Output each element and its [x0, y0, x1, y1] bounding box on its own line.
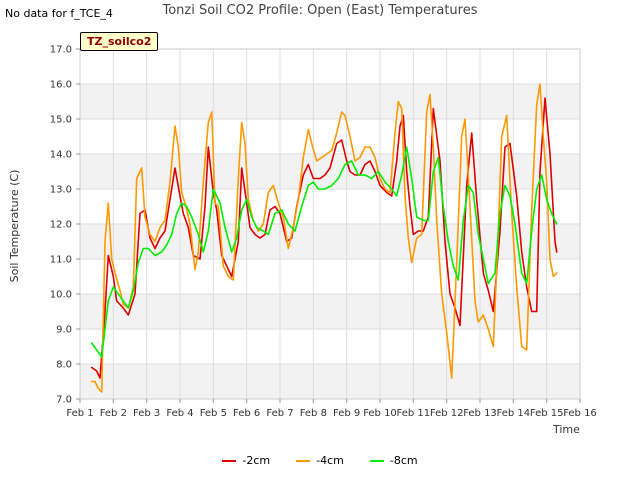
legend-label-4cm: -4cm: [316, 454, 344, 467]
y-tick-label: 15.0: [50, 115, 72, 126]
y-tick-label: 7.0: [56, 395, 72, 406]
x-axis-label: Time: [553, 423, 580, 436]
x-tick-label: Feb 2: [100, 408, 127, 419]
y-axis-label: Soil Temperature (C): [8, 169, 21, 283]
plot-background-bands: [80, 84, 580, 399]
background-band: [80, 84, 580, 119]
y-tick-label: 11.0: [50, 255, 72, 266]
x-tick-label: Feb 1: [66, 408, 93, 419]
x-tick-label: Feb 14: [497, 408, 531, 419]
legend-swatch-2cm: [222, 459, 237, 462]
y-axis-ticks: 7.0 8.0 9.0 10.0 11.0 12.0 13.0 14.0 15.0 16.0 17.…: [50, 45, 80, 406]
legend-label-8cm: -8cm: [389, 454, 418, 467]
x-tick-label: Feb 7: [266, 408, 293, 419]
x-tick-label: Feb 8: [300, 408, 327, 419]
background-band: [80, 364, 580, 399]
legend: -2cm -4cm -8cm: [0, 454, 640, 467]
series-line-2cm: [90, 97, 558, 379]
background-band: [80, 154, 580, 189]
legend-swatch-8cm: [369, 459, 384, 462]
chart-title: Tonzi Soil CO2 Profile: Open (East) Temp…: [162, 3, 478, 18]
x-tick-label: Feb 5: [200, 408, 227, 419]
x-tick-label: Feb 13: [463, 408, 497, 419]
y-tick-label: 12.0: [50, 220, 72, 231]
y-tick-label: 8.0: [56, 360, 72, 371]
background-band: [80, 294, 580, 329]
legend-item-8cm: -8cm: [369, 454, 418, 467]
x-tick-label: Feb 12: [430, 408, 464, 419]
series-line-8cm: [90, 146, 558, 358]
legend-item-4cm: -4cm: [296, 454, 344, 467]
series-lines: [90, 83, 558, 393]
y-tick-label: 14.0: [50, 150, 72, 161]
y-tick-label: 9.0: [56, 325, 72, 336]
x-axis-ticks: Feb 1 Feb 2 Feb 3 Feb 4 Feb 5 Feb 6 Feb 7 Feb 8…: [66, 399, 597, 419]
legend-label-2cm: -2cm: [242, 454, 271, 467]
x-tick-label: Feb 9: [333, 408, 360, 419]
site-label-box: TZ_soilco2: [80, 32, 159, 51]
x-tick-label: Feb 3: [133, 408, 160, 419]
x-tick-label: Feb 10: [363, 408, 397, 419]
y-tick-label: 16.0: [50, 80, 72, 91]
y-tick-label: 17.0: [50, 45, 72, 56]
x-tick-label: Feb 6: [233, 408, 260, 419]
y-tick-label: 13.0: [50, 185, 72, 196]
no-data-note: No data for f_TCE_4: [5, 7, 113, 20]
legend-item-2cm: -2cm: [222, 454, 270, 467]
x-tick-label: Feb 11: [397, 408, 431, 419]
x-tick-label: Feb 16: [563, 408, 597, 419]
x-tick-label: Feb 4: [166, 408, 193, 419]
series-line-4cm: [90, 83, 558, 393]
y-tick-label: 10.0: [50, 290, 72, 301]
legend-swatch-4cm: [296, 459, 311, 462]
x-tick-label: Feb 15: [530, 408, 564, 419]
